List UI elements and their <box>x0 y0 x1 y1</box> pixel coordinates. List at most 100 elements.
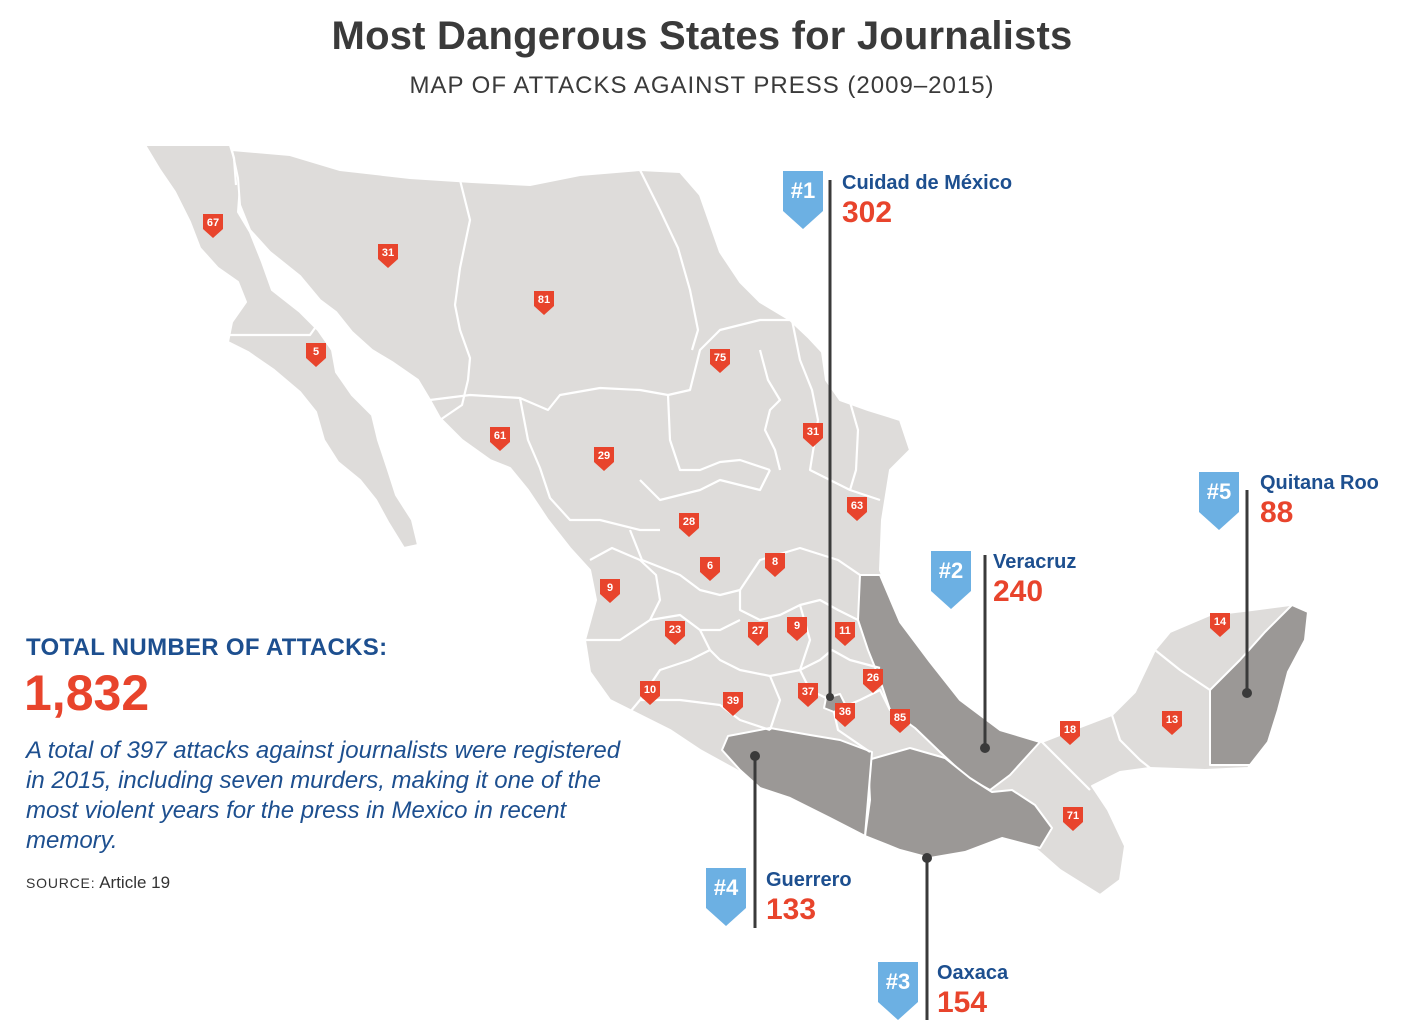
pin-shape <box>490 427 510 451</box>
rank-label-2: #2 <box>938 558 964 583</box>
rank-label-4: #4 <box>713 875 739 900</box>
pin-count-label: 18 <box>1064 724 1076 736</box>
pin-shape <box>1210 613 1230 637</box>
region-quintana-roo <box>1209 604 1309 766</box>
pin-shape <box>679 513 699 537</box>
pin-count-label: 61 <box>494 430 506 442</box>
pin-shape <box>835 622 855 646</box>
pin-count-label: 6 <box>707 560 713 572</box>
count-pin-jalisco: 23 <box>665 621 685 645</box>
pin-shape <box>748 622 768 646</box>
state-name: Guerrero <box>766 869 852 891</box>
state-name: Cuidad de México <box>842 172 1013 194</box>
rank-pin-3: #3 <box>878 962 918 1020</box>
count-pin-zacatecas: 28 <box>679 513 699 537</box>
rank-pin-2: #2 <box>931 551 971 609</box>
pin-count-label: 26 <box>867 672 879 684</box>
pin-count-label: 85 <box>894 712 906 724</box>
count-pin-chihuahua: 81 <box>534 291 554 315</box>
count-pin-coahuila: 75 <box>710 349 730 373</box>
source-line: SOURCE: Article 19 <box>26 873 170 893</box>
leader-lines <box>753 180 1249 1020</box>
pin-count-label: 31 <box>382 247 394 259</box>
pin-count-label: 29 <box>598 450 610 462</box>
state-name: Oaxaca <box>937 962 1009 984</box>
leader-dots <box>750 688 1252 863</box>
count-pin-chiapas: 71 <box>1063 807 1083 831</box>
count-pin-puebla: 85 <box>890 709 910 733</box>
pin-shape <box>847 497 867 521</box>
pin-count-label: 31 <box>807 426 819 438</box>
pin-shape <box>863 669 883 693</box>
pin-count-label: 27 <box>752 625 764 637</box>
pin-count-label: 37 <box>802 686 814 698</box>
pin-count-label: 63 <box>851 500 863 512</box>
rank-label-1: #1 <box>790 178 816 203</box>
pin-count-label: 5 <box>313 346 319 358</box>
pin-shape <box>890 709 910 733</box>
pin-count-label: 67 <box>207 217 219 229</box>
pin-count-label: 11 <box>839 625 851 637</box>
source-value: Article 19 <box>99 873 171 892</box>
pin-shape <box>665 621 685 645</box>
state-value: 133 <box>766 893 817 926</box>
count-pin-aguascalientes: 6 <box>700 557 720 581</box>
count-pin-durango: 29 <box>594 447 614 471</box>
count-pin-hidalgo: 11 <box>835 622 855 646</box>
pin-count-label: 23 <box>669 624 681 636</box>
pin-shape <box>798 683 818 707</box>
pin-shape <box>594 447 614 471</box>
count-pin-nuevo-leon: 31 <box>803 423 823 447</box>
pin-shape <box>710 349 730 373</box>
pin-count-label: 10 <box>644 684 656 696</box>
state-value: 240 <box>993 575 1044 608</box>
rank-label-3: #3 <box>885 969 911 994</box>
pin-shape <box>723 692 743 716</box>
pin-count-label: 36 <box>839 706 851 718</box>
count-pin-san-luis-potosi: 8 <box>765 553 785 577</box>
region-baja-california <box>144 144 419 549</box>
rank-pin-1: #1 <box>783 171 823 229</box>
pin-count-label: 8 <box>772 556 778 568</box>
count-pin-tamaulipas: 63 <box>847 497 867 521</box>
rank-label-5: #5 <box>1206 479 1232 504</box>
count-pin-mexico-state: 37 <box>798 683 818 707</box>
pin-count-label: 71 <box>1067 810 1079 822</box>
pin-count-label: 9 <box>794 620 800 632</box>
pin-shape <box>765 553 785 577</box>
state-value: 154 <box>937 986 988 1019</box>
count-pin-michoacan: 39 <box>723 692 743 716</box>
count-pin-sinaloa: 61 <box>490 427 510 451</box>
pin-shape <box>203 214 223 238</box>
count-pin-nayarit: 9 <box>600 579 620 603</box>
pin-shape <box>640 681 660 705</box>
pin-shape <box>835 703 855 727</box>
pin-count-label: 28 <box>683 516 695 528</box>
total-attacks-label: TOTAL NUMBER OF ATTACKS: <box>26 634 388 661</box>
state-name: Quitana Roo <box>1260 472 1379 494</box>
pin-shape <box>534 291 554 315</box>
count-pin-tabasco: 18 <box>1060 721 1080 745</box>
pin-count-label: 81 <box>538 294 550 306</box>
count-pin-yucatan: 14 <box>1210 613 1230 637</box>
region-oaxaca <box>864 747 1053 859</box>
state-value: 88 <box>1260 496 1294 529</box>
count-pin-morelos: 36 <box>835 703 855 727</box>
pin-count-label: 75 <box>714 352 726 364</box>
state-value: 302 <box>842 196 893 229</box>
pin-count-label: 14 <box>1214 616 1227 628</box>
pin-shape <box>1060 721 1080 745</box>
pin-shape <box>600 579 620 603</box>
pin-shape <box>803 423 823 447</box>
count-pin-campeche: 13 <box>1162 711 1182 735</box>
page-title: Most Dangerous States for Journalists <box>331 14 1073 58</box>
pin-shape <box>378 244 398 268</box>
count-pin-baja-california-sur: 5 <box>306 343 326 367</box>
rank-pin-4: #4 <box>706 868 746 926</box>
source-key: SOURCE: <box>26 875 96 891</box>
count-pin-sonora: 31 <box>378 244 398 268</box>
count-pin-baja-california: 67 <box>203 214 223 238</box>
count-pin-guanajuato: 27 <box>748 622 768 646</box>
pin-shape <box>700 557 720 581</box>
